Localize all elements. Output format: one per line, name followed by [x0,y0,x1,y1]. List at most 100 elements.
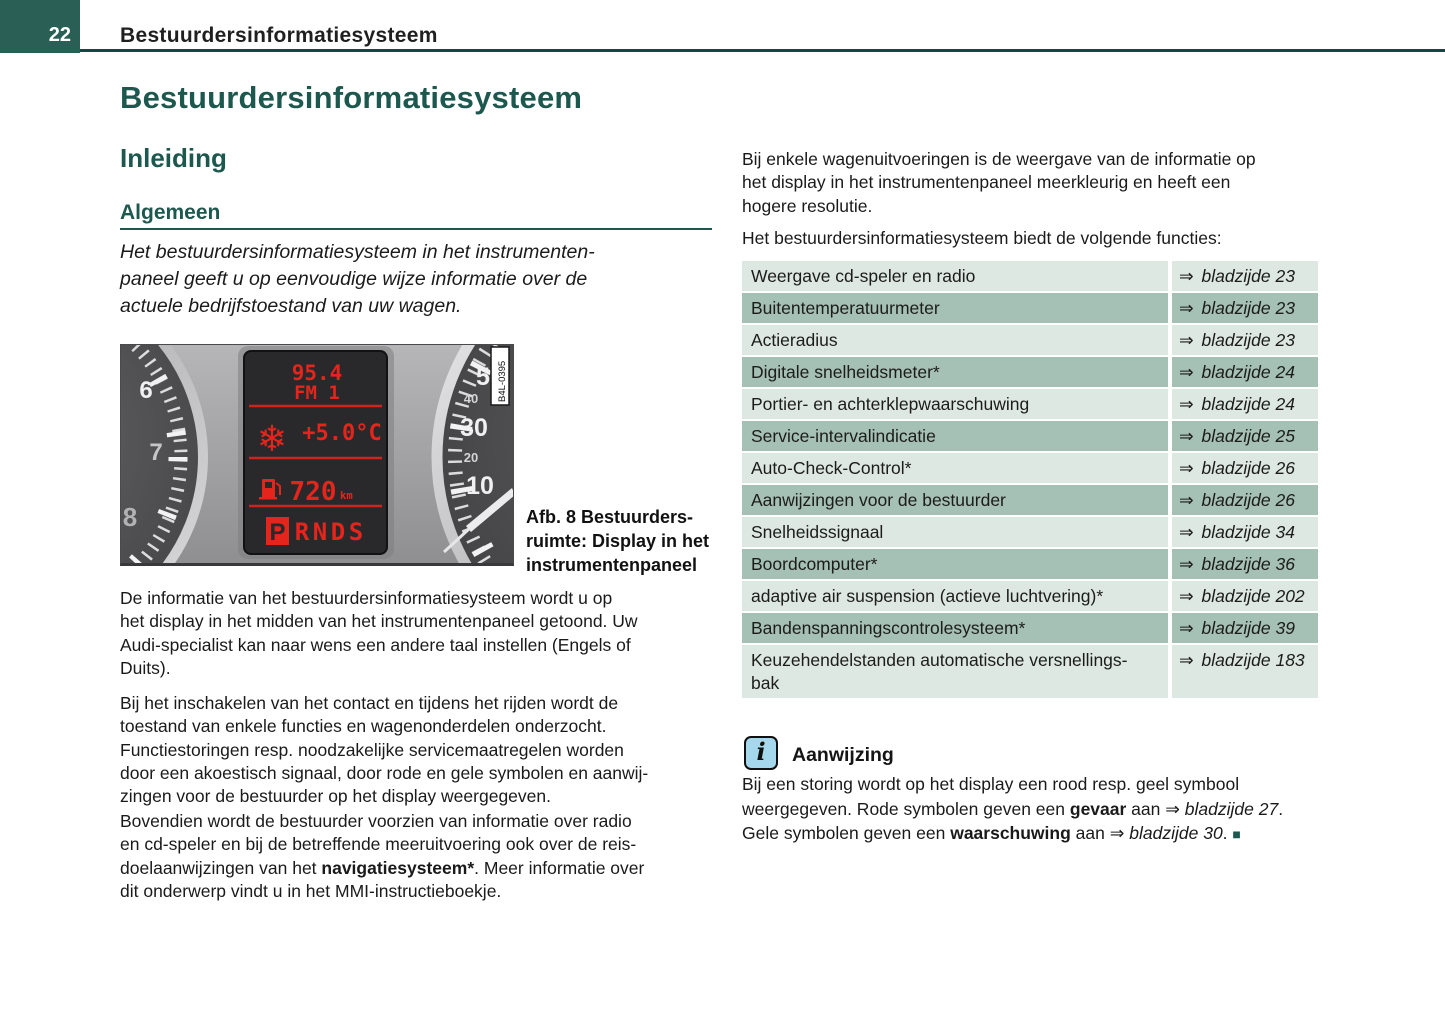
speed-number: 20 [464,450,478,465]
table-row: Keuzehendelstanden automatische versnell… [742,645,1318,698]
arrow-icon: ⇒ [1179,394,1199,414]
function-label: Auto-Check-Control* [742,453,1168,483]
arrow-icon: ⇒ [1179,586,1199,606]
page-reference: ⇒ bladzijde 183 [1172,645,1318,698]
page-number: 22 [48,24,71,46]
page-reference-label: bladzijde 26 [1201,490,1295,510]
table-row: Aanwijzingen voor de bestuurder ⇒ bladzij… [742,485,1318,515]
body-paragraph: De informatie van het bestuurdersinforma… [120,588,638,678]
function-label: adaptive air suspension (actieve luchtve… [742,581,1168,611]
note-title: Aanwijzing [792,744,894,766]
body-paragraph: Bij enkele wagenuitvoeringen is de weerg… [742,149,1256,216]
gear-letter-s: S [349,518,363,546]
gear-letter-r: R [295,518,310,546]
radio-frequency: 95.4 [292,361,343,385]
driver-info-display: 95.4 FM 1 ❄ +5.0°C 720 km P R N D [238,346,394,559]
function-label: Keuzehendelstanden automatische versnell… [742,645,1168,698]
table-row: Weergave cd-speler en radio ⇒ bladzijde 2… [742,261,1318,291]
table-row: Buitentemperatuurmeter ⇒ bladzijde 23 [742,293,1318,323]
page-reference-label: bladzijde 26 [1201,458,1295,478]
arrow-icon: ⇒ [1179,618,1199,638]
gear-letter-p: P [269,519,285,546]
page-reference-label: bladzijde 23 [1201,330,1295,350]
arrow-icon: ⇒ [1179,554,1199,574]
header-title: Bestuurdersinformatiesysteem [120,24,438,47]
table-row: adaptive air suspension (actieve luchtve… [742,581,1318,611]
arrow-icon: ⇒ [1179,362,1199,382]
table-row: Digitale snelheidsmeter* ⇒ bladzijde 24 [742,357,1318,387]
table-row: Snelheidssignaal ⇒ bladzijde 34 [742,517,1318,547]
lead-paragraph: Het bestuurdersinformatiesysteem in het … [120,241,595,317]
page-reference: ⇒ bladzijde 34 [1172,517,1318,547]
page-reference: ⇒ bladzijde 25 [1172,421,1318,451]
function-label: Snelheidssignaal [742,517,1168,547]
function-label: Bandenspanningscontrolesysteem* [742,613,1168,643]
arrow-icon: ⇒ [1179,298,1199,318]
outside-temperature: +5.0°C [302,421,381,446]
gauge-needle [466,488,515,532]
page-reference: ⇒ bladzijde 202 [1172,581,1318,611]
page-reference: ⇒ bladzijde 39 [1172,613,1318,643]
fuel-range-value: 720 [290,477,337,507]
photo-code: B4L-0395 [497,361,508,402]
arrow-icon: ⇒ [1179,522,1199,542]
page-reference-label: bladzijde 39 [1201,618,1295,638]
page-reference-label: bladzijde 34 [1201,522,1295,542]
page-reference-label: bladzijde 36 [1201,554,1295,574]
instrument-cluster-graphic: 6 7 8 5 40 30 20 10 B4L-0395 [0,237,871,677]
speed-number: 40 [464,391,478,406]
arrow-icon: ⇒ [1179,458,1199,478]
function-label: Buitentemperatuurmeter [742,293,1168,323]
header-rule [0,49,1445,52]
page-reference: ⇒ bladzijde 24 [1172,357,1318,387]
function-label: Boordcomputer* [742,549,1168,579]
table-row: Service-intervalindicatie ⇒ bladzijde 25 [742,421,1318,451]
main-heading: Bestuurdersinformatiesysteem [120,80,583,115]
speed-number: 5 [476,363,490,391]
page-reference: ⇒ bladzijde 23 [1172,293,1318,323]
photo-code-label: B4L-0395 [490,346,510,406]
page-reference: ⇒ bladzijde 26 [1172,453,1318,483]
subsection-heading: Algemeen [120,201,221,224]
gear-letter-n: N [313,518,327,546]
functions-table: Weergave cd-speler en radio ⇒ bladzijde 2… [742,261,1318,700]
gear-indicator: P R N D S [266,517,363,546]
section-heading: Inleiding [120,143,227,173]
subsection-rule [120,228,712,230]
function-label: Digitale snelheidsmeter* [742,357,1168,387]
table-row: Boordcomputer* ⇒ bladzijde 36 [742,549,1318,579]
function-label: Weergave cd-speler en radio [742,261,1168,291]
selected-gear-box [266,517,289,545]
page-reference: ⇒ bladzijde 23 [1172,261,1318,291]
function-label: Portier- en achterklepwaarschuwing [742,389,1168,419]
table-row: Actieradius ⇒ bladzijde 23 [742,325,1318,355]
page-reference-label: bladzijde 23 [1201,266,1295,286]
page-reference: ⇒ bladzijde 24 [1172,389,1318,419]
instrument-cluster-photo: 6 7 8 5 40 30 20 10 B4L-0395 [0,237,871,677]
tach-number: 7 [149,439,162,466]
page-reference-label: bladzijde 25 [1201,426,1295,446]
page-reference: ⇒ bladzijde 26 [1172,485,1318,515]
speed-number: 10 [466,472,494,500]
tach-number: 8 [123,502,137,532]
arrow-icon: ⇒ [1179,266,1199,286]
speed-number: 30 [460,414,488,442]
function-label: Service-intervalindicatie [742,421,1168,451]
table-row: Portier- en achterklepwaarschuwing ⇒ blad… [742,389,1318,419]
fuel-pump-icon [259,479,281,500]
page-reference-label: bladzijde 202 [1201,586,1305,606]
table-row: Auto-Check-Control* ⇒ bladzijde 26 [742,453,1318,483]
page-reference-label: bladzijde 24 [1201,394,1295,414]
tach-number: 6 [139,377,152,404]
body-paragraph: Bovendien wordt de bestuurder voorzien v… [120,811,645,901]
function-label: Aanwijzingen voor de bestuurder [742,485,1168,515]
table-row: Bandenspanningscontrolesysteem* ⇒ bladzij… [742,613,1318,643]
page-reference-label: bladzijde 183 [1201,650,1305,670]
radio-station: FM 1 [294,382,340,404]
figure-caption: Afb. 8 Bestuurders- ruimte: Display in h… [526,507,710,575]
fuel-range-unit: km [340,490,353,502]
arrow-icon: ⇒ [1179,650,1199,670]
snowflake-icon: ❄ [257,418,287,459]
page-reference: ⇒ bladzijde 23 [1172,325,1318,355]
arrow-icon: ⇒ [1179,426,1199,446]
